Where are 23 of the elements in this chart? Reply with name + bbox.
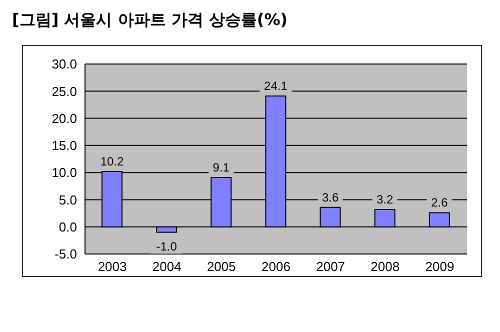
x-tick-label: 2007 <box>316 259 346 274</box>
data-label: 3.6 <box>322 190 339 204</box>
y-tick-label: 0.0 <box>58 219 77 234</box>
y-tick-label: 10.0 <box>52 165 77 180</box>
y-tick-label: 20.0 <box>52 110 77 126</box>
chart-title: [그림] 서울시 아파트 가격 상승률(%) <box>12 10 289 31</box>
x-tick-label: 2008 <box>370 259 400 274</box>
y-tick-label: 15.0 <box>52 138 77 154</box>
x-tick-label: 2006 <box>262 259 290 274</box>
y-tick-label: 30.0 <box>52 56 77 72</box>
x-tick-label: 2004 <box>152 259 182 274</box>
x-tick-label: 2003 <box>98 259 127 274</box>
y-tick-label: 5.0 <box>58 192 77 208</box>
y-tick-label: 25.0 <box>52 84 77 99</box>
data-label: 3.2 <box>376 192 394 206</box>
data-label: 24.1 <box>264 79 288 94</box>
data-label: -1.0 <box>156 240 178 254</box>
data-label: 10.2 <box>100 154 124 168</box>
x-tick-label: 2005 <box>206 259 236 274</box>
data-label: 2.6 <box>431 196 448 210</box>
y-tick-label: -5.0 <box>54 246 77 262</box>
x-tick-label: 2009 <box>425 259 454 274</box>
data-label: 9.1 <box>212 160 230 174</box>
